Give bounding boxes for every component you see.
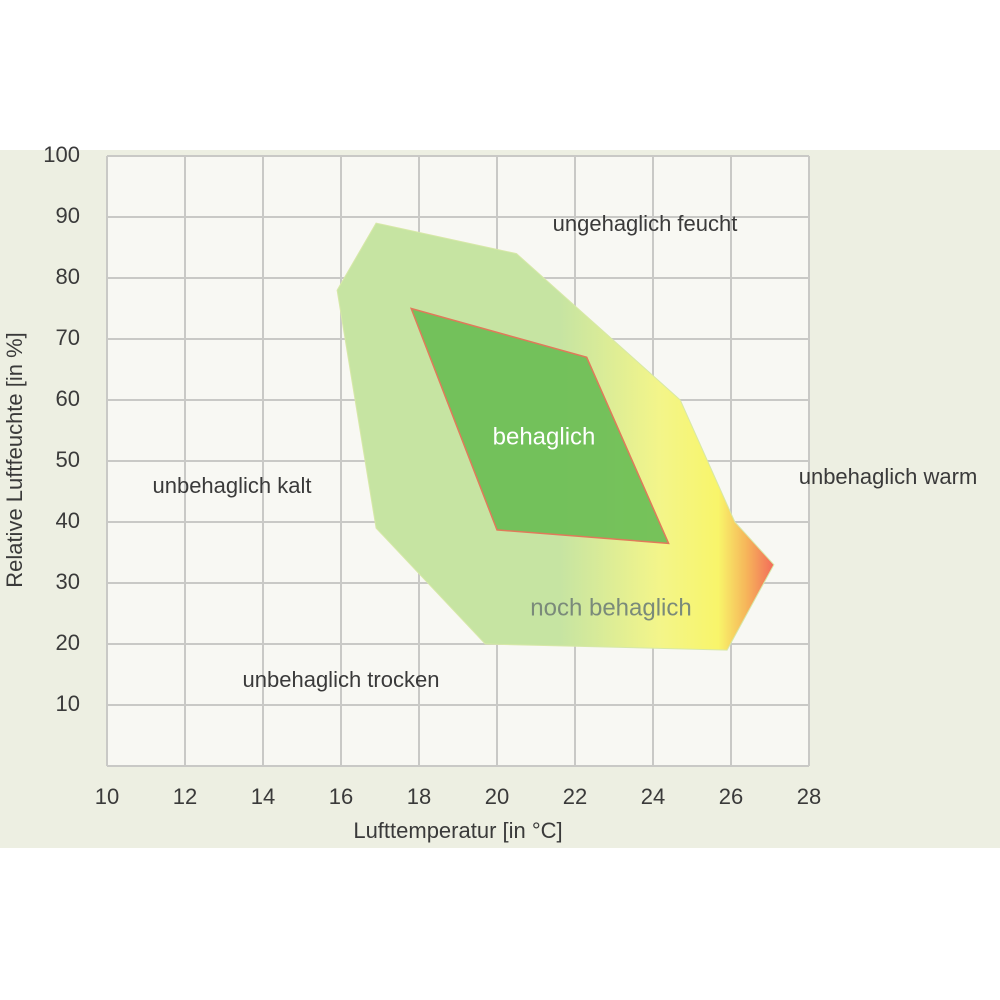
y-tick-label: 80 (56, 264, 80, 289)
y-tick-label: 50 (56, 447, 80, 472)
annotation: unbehaglich trocken (243, 667, 440, 692)
y-tick-label: 100 (43, 142, 80, 167)
y-tick-label: 90 (56, 203, 80, 228)
x-tick-label: 16 (329, 784, 353, 809)
zone-label: noch behaglich (530, 594, 691, 621)
x-tick-label: 18 (407, 784, 431, 809)
annotation: unbehaglich kalt (152, 473, 311, 498)
zone-label: behaglich (493, 423, 596, 450)
y-tick-label: 60 (56, 386, 80, 411)
annotation: ungehaglich feucht (553, 211, 738, 236)
y-tick-label: 20 (56, 630, 80, 655)
x-tick-label: 14 (251, 784, 275, 809)
x-tick-label: 10 (95, 784, 119, 809)
x-tick-label: 26 (719, 784, 743, 809)
x-tick-label: 28 (797, 784, 821, 809)
inner-zone (409, 307, 670, 545)
x-tick-label: 24 (641, 784, 665, 809)
x-tick-label: 22 (563, 784, 587, 809)
y-tick-label: 70 (56, 325, 80, 350)
annotation: unbehaglich warm (799, 464, 978, 489)
y-tick-label: 10 (56, 691, 80, 716)
x-tick-label: 12 (173, 784, 197, 809)
y-tick-label: 40 (56, 508, 80, 533)
x-axis-label: Lufttemperatur [in °C] (353, 818, 562, 843)
x-tick-label: 20 (485, 784, 509, 809)
y-axis-label: Relative Luftfeuchte [in %] (2, 332, 27, 588)
y-tick-label: 30 (56, 569, 80, 594)
